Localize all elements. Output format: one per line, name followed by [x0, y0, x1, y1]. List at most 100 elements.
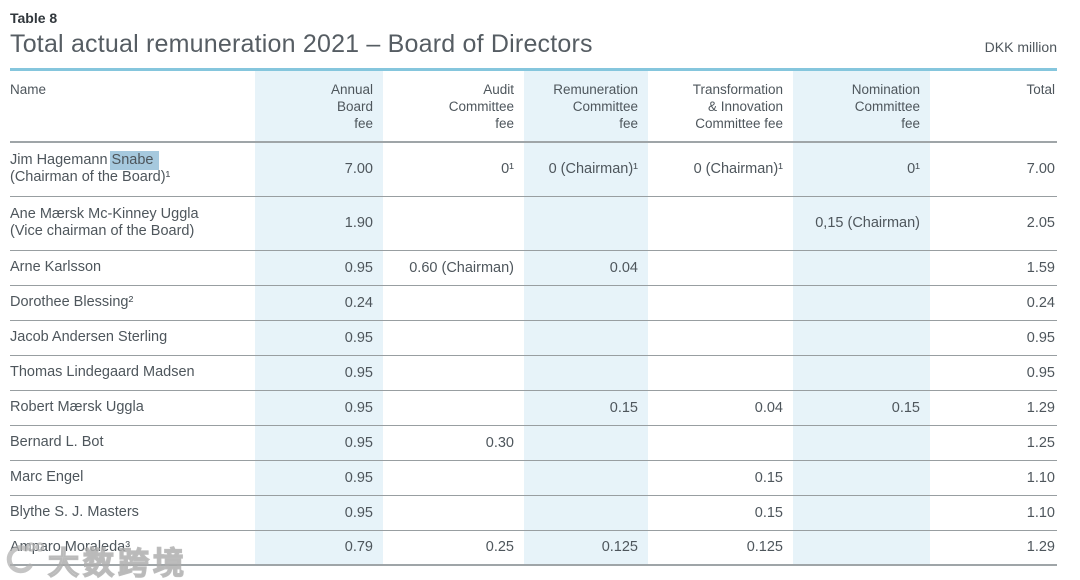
- table-body: Jim Hagemann Snabe (Chairman of the Board…: [10, 142, 1057, 565]
- table-row: Ane Mærsk Mc-Kinney Uggla (Vice chairman …: [10, 196, 1057, 250]
- fee-cell: 0.04: [754, 399, 783, 416]
- page-title: Total actual remuneration 2021 – Board o…: [10, 30, 593, 58]
- fee-cell: [524, 285, 648, 320]
- column-header: Remuneration Committee fee: [524, 71, 648, 142]
- fee-cell: [648, 425, 793, 460]
- total-cell: 2.05: [1026, 215, 1055, 231]
- column-header: Annual Board fee: [255, 71, 383, 142]
- table-row: Jacob Andersen Sterling 0.95 0.95: [10, 320, 1057, 355]
- director-name-cell: Bernard L. Bot: [10, 433, 104, 450]
- total-cell: 1.29: [1026, 399, 1055, 416]
- director-name-cell: Robert Mærsk Uggla: [10, 398, 144, 415]
- fee-cell: [524, 196, 648, 250]
- remuneration-table: Name Annual Board fee Audit Committee fee…: [10, 71, 1057, 566]
- director-name-cell: Amparo Moraleda³: [10, 538, 131, 555]
- fee-cell: [648, 285, 793, 320]
- column-header: Total: [1026, 82, 1055, 97]
- director-name-cell: Ane Mærsk Mc-Kinney Uggla (Vice chairman …: [10, 205, 199, 240]
- fee-cell: 0.95: [255, 425, 383, 460]
- fee-cell: 0.95: [255, 390, 383, 425]
- column-header: Audit Committee fee: [448, 82, 514, 131]
- total-cell: 0.95: [1026, 329, 1055, 346]
- total-cell: 1.10: [1026, 469, 1055, 486]
- director-name-cell: Dorothee Blessing²: [10, 293, 134, 310]
- fee-cell: [524, 495, 648, 530]
- fee-cell: [383, 355, 524, 390]
- director-name-cell: Marc Engel: [10, 468, 84, 485]
- fee-cell: [383, 196, 524, 250]
- fee-cell: 0.30: [485, 434, 514, 451]
- fee-cell: 0.125: [524, 530, 648, 565]
- fee-cell: 0.24: [255, 285, 383, 320]
- table-label: Table 8: [10, 10, 58, 26]
- fee-cell: [793, 460, 930, 495]
- fee-cell: [648, 196, 793, 250]
- director-name-cell: Jacob Andersen Sterling: [10, 328, 168, 345]
- fee-cell: 0¹: [501, 161, 514, 178]
- fee-cell: [793, 285, 930, 320]
- fee-cell: [524, 460, 648, 495]
- total-cell: 1.29: [1026, 539, 1055, 556]
- table-row: Robert Mærsk Uggla 0.95 0.15 0.04 0.15 1.29: [10, 390, 1057, 425]
- fee-cell: [648, 320, 793, 355]
- director-name-cell: Jim Hagemann Snabe (Chairman of the Board…: [10, 150, 171, 186]
- fee-cell: 0.95: [255, 320, 383, 355]
- table-row: Marc Engel 0.95 0.15 1.10: [10, 460, 1057, 495]
- director-name-cell: Blythe S. J. Masters: [10, 503, 139, 520]
- column-header-name: Name: [10, 82, 47, 97]
- fee-cell: 0 (Chairman)¹: [693, 161, 783, 178]
- column-header: Nomination Committee fee: [793, 71, 930, 142]
- selected-text: Snabe: [109, 150, 160, 170]
- fee-cell: 0.95: [255, 460, 383, 495]
- fee-cell: 0.15: [754, 469, 783, 486]
- fee-cell: 0.79: [255, 530, 383, 565]
- fee-cell: [648, 355, 793, 390]
- fee-cell: 0.60 (Chairman): [409, 259, 514, 276]
- fee-cell: [383, 320, 524, 355]
- fee-cell: 7.00: [255, 142, 383, 196]
- fee-cell: 0.95: [255, 495, 383, 530]
- fee-cell: [793, 355, 930, 390]
- header-row: Name Annual Board fee Audit Committee fee…: [10, 71, 1057, 142]
- fee-cell: [793, 495, 930, 530]
- fee-cell: 0.15: [754, 504, 783, 521]
- total-cell: 1.10: [1026, 504, 1055, 521]
- fee-cell: 0.04: [524, 250, 648, 285]
- fee-cell: [383, 460, 524, 495]
- total-cell: 1.59: [1026, 259, 1055, 276]
- title-rule: [10, 68, 1057, 71]
- table-row: Amparo Moraleda³ 0.79 0.25 0.125 0.125 1.29: [10, 530, 1057, 565]
- fee-cell: 0.95: [255, 250, 383, 285]
- director-name-cell: Thomas Lindegaard Madsen: [10, 363, 195, 380]
- fee-cell: 0.95: [255, 355, 383, 390]
- title-row: Total actual remuneration 2021 – Board o…: [10, 30, 1057, 68]
- fee-cell: [793, 530, 930, 565]
- fee-cell: 0.125: [746, 539, 783, 556]
- fee-cell: [524, 320, 648, 355]
- fee-cell: [793, 250, 930, 285]
- fee-cell: [383, 390, 524, 425]
- table-row: Blythe S. J. Masters 0.95 0.15 1.10: [10, 495, 1057, 530]
- fee-cell: [383, 495, 524, 530]
- fee-cell: [648, 250, 793, 285]
- table-row: Bernard L. Bot 0.95 0.30 1.25: [10, 425, 1057, 460]
- table-row: Arne Karlsson 0.95 0.60 (Chairman) 0.04 1.59: [10, 250, 1057, 285]
- fee-cell: 0.25: [485, 539, 514, 556]
- fee-cell: [383, 285, 524, 320]
- director-name-cell: Arne Karlsson: [10, 258, 102, 275]
- total-cell: 0.95: [1026, 364, 1055, 381]
- unit-label: DKK million: [984, 39, 1057, 55]
- fee-cell: [524, 425, 648, 460]
- total-cell: 0.24: [1026, 294, 1055, 311]
- fee-cell: 0¹: [793, 142, 930, 196]
- table-row: Dorothee Blessing² 0.24 0.24: [10, 285, 1057, 320]
- table-row: Thomas Lindegaard Madsen 0.95 0.95: [10, 355, 1057, 390]
- table-row: Jim Hagemann Snabe (Chairman of the Board…: [10, 142, 1057, 196]
- fee-cell: [793, 425, 930, 460]
- fee-cell: 0,15 (Chairman): [793, 196, 930, 250]
- column-header: Transformation & Innovation Committee fe…: [692, 82, 783, 131]
- fee-cell: [793, 320, 930, 355]
- fee-cell: [524, 355, 648, 390]
- total-cell: 1.25: [1026, 434, 1055, 451]
